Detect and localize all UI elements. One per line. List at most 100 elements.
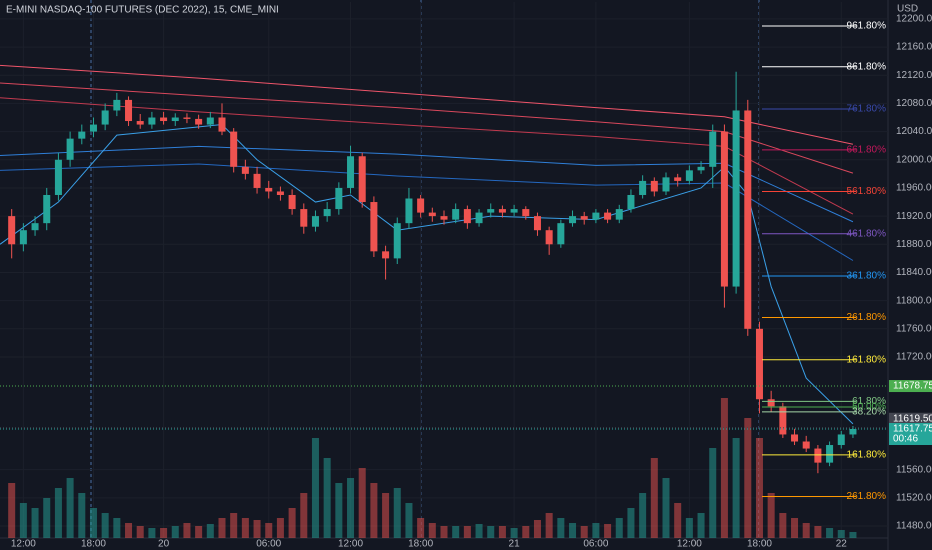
candle-body: [8, 216, 16, 245]
candle-body: [417, 198, 425, 213]
candle-body: [276, 191, 284, 195]
volume-bar: [136, 526, 144, 538]
candle-body: [779, 406, 787, 435]
volume-bar: [78, 493, 86, 538]
volume-bar: [428, 523, 436, 538]
volume-bar: [101, 513, 109, 538]
volume-bar: [791, 518, 799, 538]
candle-body: [347, 156, 355, 188]
volume-bar: [498, 526, 506, 538]
volume-bar: [569, 523, 577, 538]
volume-bar: [440, 526, 448, 538]
volume-bar: [370, 483, 378, 538]
candle-body: [720, 131, 728, 287]
candle-body: [639, 180, 647, 195]
candle-body: [662, 177, 670, 192]
candle-body: [697, 166, 705, 171]
candle-body: [206, 117, 214, 125]
candle-body: [475, 212, 483, 224]
candle-body: [288, 194, 296, 210]
volume-bar: [206, 524, 214, 538]
volume-bar: [522, 526, 530, 538]
candle-body: [533, 216, 541, 231]
candle-body: [358, 156, 366, 203]
y-tick-label: 12160.00: [896, 42, 932, 53]
volume-bar: [592, 523, 600, 538]
y-tick-label: 11840.00: [896, 267, 932, 278]
volume-bar: [276, 518, 284, 538]
candle-body: [580, 216, 588, 220]
candle-body: [393, 223, 401, 259]
candle-body: [125, 99, 133, 122]
fib-label: 661.80%: [847, 145, 887, 156]
fib-label: 61.80%: [852, 396, 886, 407]
volume-bar: [253, 520, 261, 538]
candle-body: [802, 441, 810, 449]
candle-body: [78, 131, 86, 139]
volume-bar: [241, 518, 249, 538]
volume-bar: [826, 528, 834, 538]
volume-bar: [709, 448, 717, 538]
volume-bar: [125, 523, 133, 538]
volume-bar: [405, 503, 413, 538]
candle-body: [113, 99, 121, 111]
volume-bar: [43, 498, 51, 538]
price-label: 11617.75: [893, 424, 932, 435]
candle-body: [744, 110, 752, 329]
candle-body: [709, 131, 717, 167]
candle-body: [195, 118, 203, 125]
candle-body: [405, 198, 413, 224]
currency-label: USD: [897, 4, 918, 15]
volume-bar: [755, 438, 763, 538]
x-tick-label: 06:00: [583, 539, 608, 550]
volume-bar: [545, 513, 553, 538]
volume-bar: [66, 478, 74, 538]
volume-bar: [685, 518, 693, 538]
volume-bar: [849, 532, 857, 538]
volume-bar: [54, 488, 62, 538]
fib-label: 961.80%: [847, 21, 887, 32]
volume-bar: [323, 458, 331, 538]
candle-body: [370, 202, 378, 252]
candle-body: [557, 223, 565, 245]
candle-body: [650, 180, 658, 192]
candle-body: [382, 251, 390, 259]
candle-body: [732, 110, 740, 287]
candle-body: [230, 131, 238, 167]
price-label-box: [889, 423, 932, 446]
volume-bar: [113, 518, 121, 538]
volume-bar: [347, 478, 355, 538]
fib-label: 561.80%: [847, 186, 887, 197]
volume-bar: [662, 478, 670, 538]
chart-title: E-MINI NASDAQ-100 FUTURES (DEC 2022), 15…: [6, 5, 279, 16]
candle-body: [171, 117, 179, 122]
candle-body: [136, 121, 144, 125]
y-tick-label: 11960.00: [896, 183, 932, 194]
volume-bar: [814, 526, 822, 538]
candle-body: [253, 173, 261, 188]
volume-bar: [183, 523, 191, 538]
volume-bar: [300, 493, 308, 538]
volume-bar: [487, 526, 495, 538]
volume-bar: [19, 503, 27, 538]
volume-bar: [744, 418, 752, 538]
fib-label: 50.00%: [852, 402, 886, 413]
candle-body: [814, 448, 822, 463]
volume-bar: [767, 493, 775, 538]
price-label: 11619.50: [893, 413, 932, 424]
fib-label: 461.80%: [847, 228, 887, 239]
y-tick-label: 12120.00: [896, 70, 932, 81]
volume-bar: [533, 520, 541, 538]
x-tick-label: 12:00: [338, 539, 363, 550]
candle-body: [148, 117, 156, 125]
x-tick-label: 22: [836, 539, 848, 550]
candle-body: [685, 170, 693, 181]
candle-body: [569, 216, 577, 224]
fib-label: 261.80%: [847, 491, 887, 502]
volume-bar: [358, 468, 366, 538]
x-tick-label: 18:00: [81, 539, 106, 550]
volume-bar: [417, 518, 425, 538]
candle-body: [66, 138, 74, 160]
x-tick-label: 18:00: [747, 539, 772, 550]
